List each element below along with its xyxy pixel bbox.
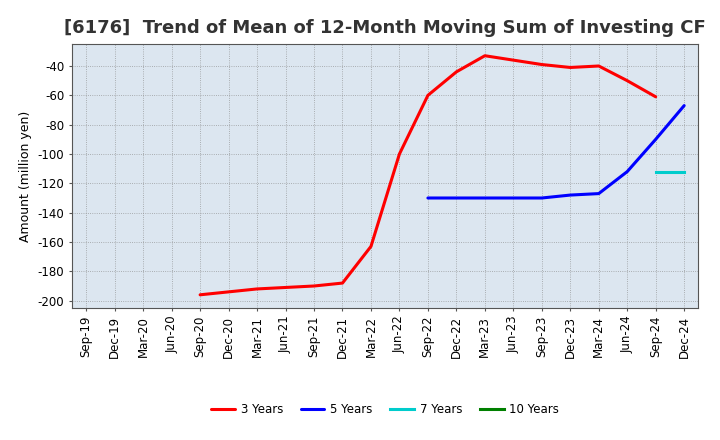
Y-axis label: Amount (million yen): Amount (million yen) xyxy=(19,110,32,242)
Legend: 3 Years, 5 Years, 7 Years, 10 Years: 3 Years, 5 Years, 7 Years, 10 Years xyxy=(207,398,564,421)
5 Years xyxy=(452,195,461,201)
3 Years xyxy=(196,292,204,297)
Line: 5 Years: 5 Years xyxy=(428,106,684,198)
3 Years xyxy=(423,93,432,98)
3 Years xyxy=(452,69,461,74)
5 Years xyxy=(423,195,432,201)
3 Years xyxy=(537,62,546,67)
3 Years xyxy=(225,289,233,294)
3 Years xyxy=(253,286,261,292)
3 Years xyxy=(623,78,631,83)
3 Years xyxy=(310,283,318,289)
5 Years xyxy=(623,169,631,174)
7 Years xyxy=(652,169,660,174)
5 Years xyxy=(652,137,660,142)
3 Years xyxy=(566,65,575,70)
3 Years xyxy=(509,58,518,63)
5 Years xyxy=(566,192,575,198)
5 Years xyxy=(509,195,518,201)
5 Years xyxy=(680,103,688,108)
3 Years xyxy=(338,280,347,286)
Line: 3 Years: 3 Years xyxy=(200,56,656,295)
5 Years xyxy=(595,191,603,196)
Title: [6176]  Trend of Mean of 12-Month Moving Sum of Investing CF: [6176] Trend of Mean of 12-Month Moving … xyxy=(64,19,706,37)
3 Years xyxy=(395,151,404,157)
3 Years xyxy=(595,63,603,69)
3 Years xyxy=(652,94,660,99)
3 Years xyxy=(366,244,375,249)
5 Years xyxy=(480,195,489,201)
3 Years xyxy=(282,285,290,290)
7 Years xyxy=(680,169,688,174)
3 Years xyxy=(480,53,489,59)
5 Years xyxy=(537,195,546,201)
